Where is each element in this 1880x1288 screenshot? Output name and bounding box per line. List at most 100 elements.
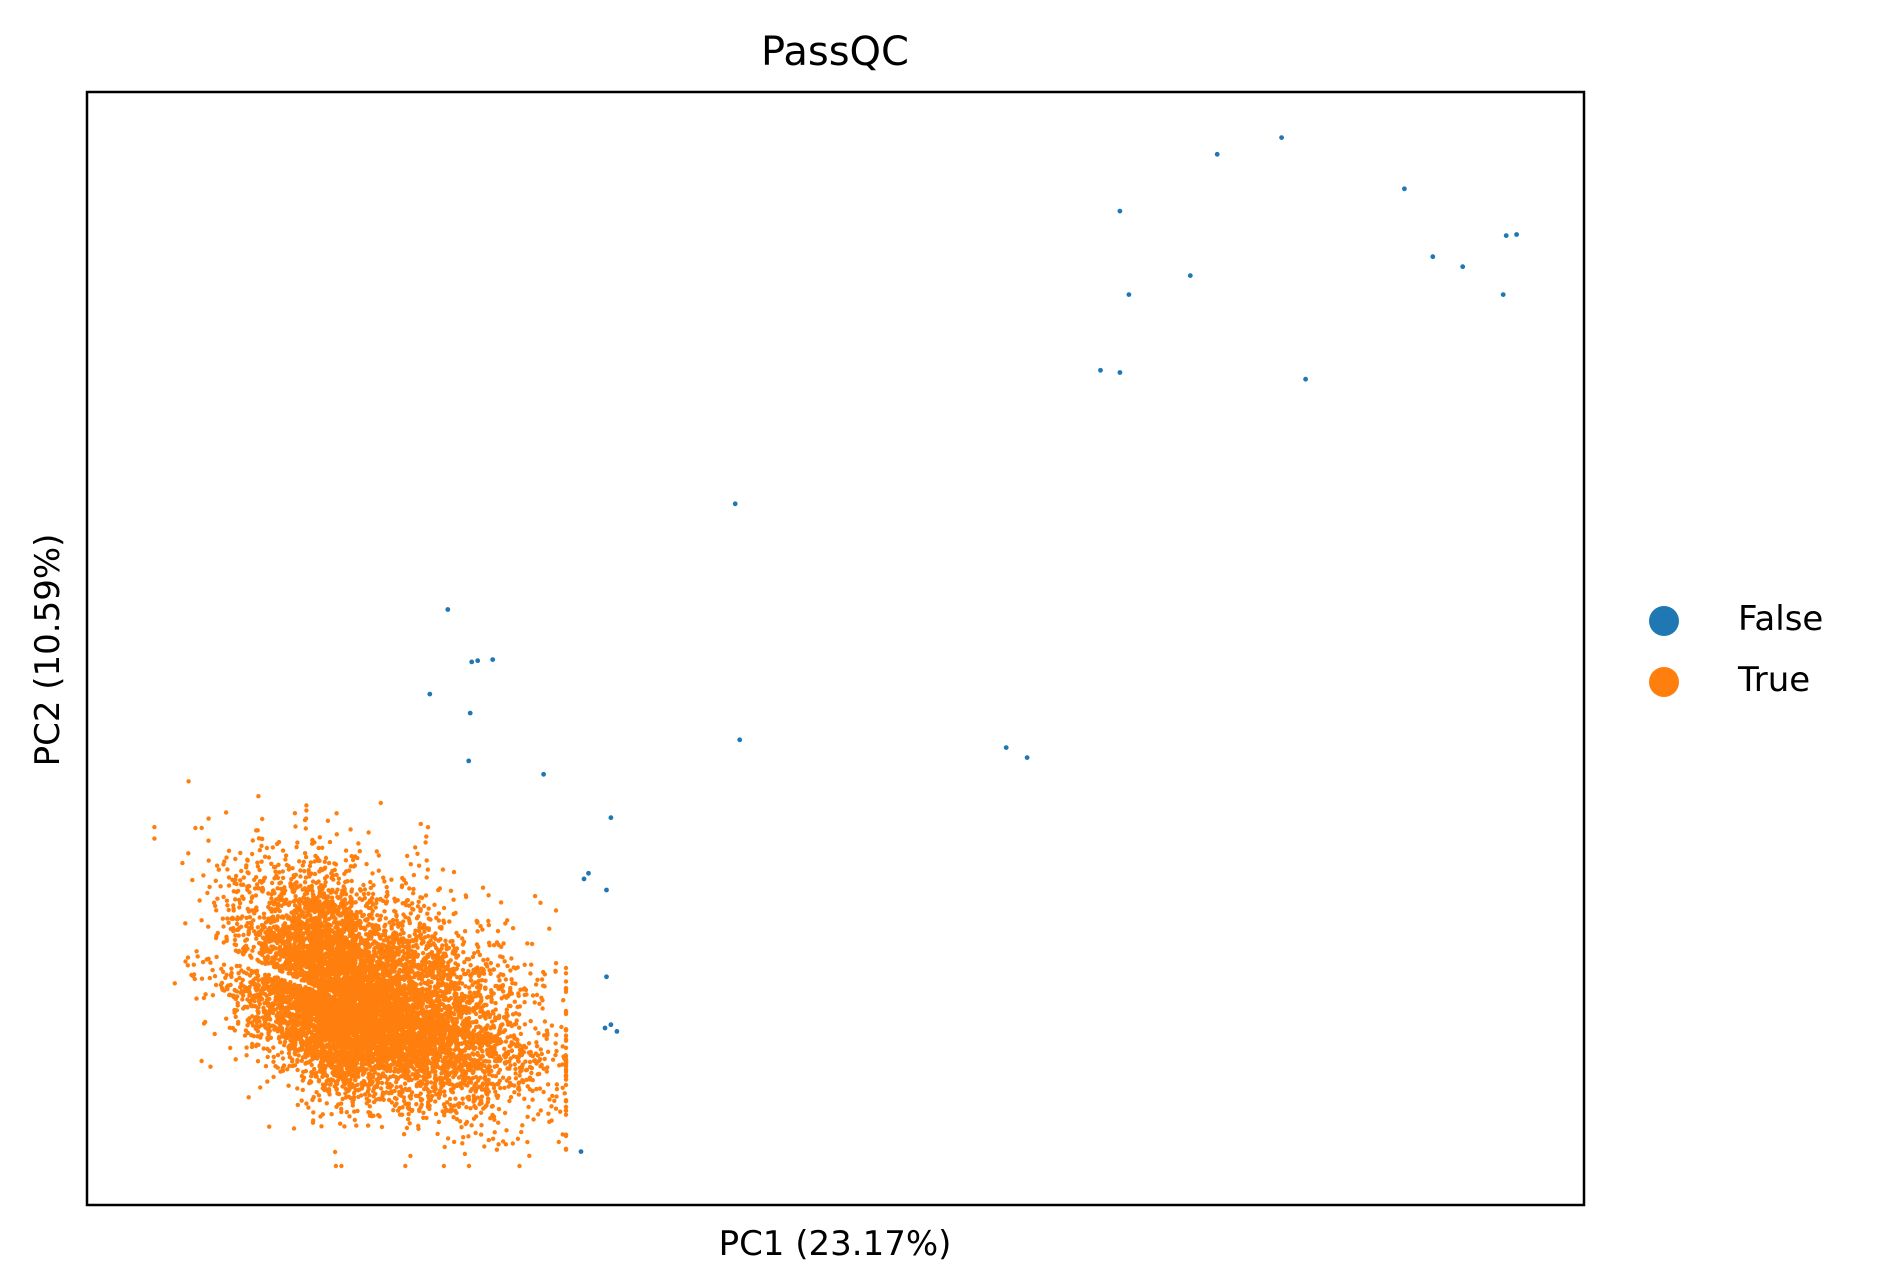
true-point [375, 1081, 380, 1086]
true-point [225, 867, 230, 872]
true-point [207, 884, 212, 890]
true-point [523, 1059, 528, 1064]
true-point [441, 905, 447, 911]
true-point [563, 1146, 569, 1152]
true-point [425, 867, 430, 872]
true-point [411, 891, 416, 896]
true-point [269, 861, 274, 866]
true-point [522, 1000, 527, 1005]
true-point [517, 1163, 522, 1169]
true-point [208, 960, 213, 965]
true-point [451, 897, 456, 902]
true-point [536, 1031, 541, 1036]
true-point [306, 1105, 311, 1110]
true-point [223, 810, 229, 815]
true-point [554, 1086, 560, 1092]
true-point [246, 1095, 251, 1100]
true-point [206, 816, 211, 821]
true-point [512, 1090, 517, 1095]
true-point [528, 1018, 533, 1024]
true-point [528, 971, 533, 976]
true-point [502, 1085, 507, 1091]
true-point [300, 1055, 306, 1060]
true-point [482, 1144, 487, 1149]
true-point [183, 921, 188, 926]
true-point [243, 938, 248, 943]
true-point [389, 926, 394, 931]
true-point [466, 1134, 471, 1139]
true-point [394, 918, 399, 923]
true-point [416, 863, 422, 868]
true-point [447, 1096, 453, 1102]
true-point [516, 993, 521, 998]
true-point [311, 1110, 316, 1115]
true-point [522, 962, 527, 967]
true-point [312, 859, 317, 864]
true-point [535, 977, 540, 982]
true-point [244, 1045, 249, 1050]
true-point [471, 1116, 477, 1121]
true-point [401, 919, 406, 924]
true-point [224, 855, 229, 860]
true-point [221, 940, 226, 945]
true-point [505, 963, 510, 969]
true-point [389, 1089, 394, 1094]
true-point [185, 955, 191, 960]
true-point [508, 1095, 514, 1100]
true-point [365, 1123, 371, 1128]
true-point [478, 1110, 484, 1116]
true-point [334, 1087, 339, 1092]
true-point [261, 911, 267, 916]
true-point [295, 1059, 300, 1064]
true-point [444, 1100, 450, 1105]
true-point [237, 905, 242, 910]
true-point [354, 892, 359, 897]
true-point [255, 925, 261, 930]
true-point [496, 1120, 501, 1125]
true-point [264, 845, 270, 851]
true-point [152, 824, 157, 830]
true-point [473, 1081, 479, 1086]
true-point [265, 1079, 270, 1084]
true-point [267, 901, 272, 906]
true-point [240, 997, 245, 1002]
true-point [339, 1109, 344, 1115]
true-point [317, 835, 322, 840]
true-point [340, 1096, 345, 1102]
true-point [215, 930, 220, 936]
true-point [405, 853, 410, 859]
true-point [358, 909, 363, 914]
true-point [249, 851, 255, 857]
true-point [413, 845, 418, 850]
true-point [452, 1103, 457, 1108]
true-point [503, 1142, 509, 1147]
true-point [344, 1110, 349, 1115]
true-point [406, 1111, 411, 1117]
true-point [454, 930, 459, 936]
true-point [259, 880, 264, 885]
true-point [336, 880, 341, 886]
true-point [256, 794, 261, 799]
true-point [514, 1054, 519, 1060]
true-point [522, 1096, 527, 1102]
true-point [259, 843, 264, 849]
true-point [300, 863, 305, 868]
true-point [513, 1021, 519, 1027]
true-point [185, 963, 190, 968]
true-point [220, 916, 225, 921]
true-point [435, 1131, 440, 1137]
true-point [283, 853, 289, 858]
true-point [303, 854, 309, 860]
true-point [278, 880, 284, 885]
true-point [294, 844, 299, 850]
true-point [265, 1054, 270, 1060]
true-point [517, 1012, 522, 1017]
true-point [275, 1052, 281, 1058]
true-point [236, 933, 241, 938]
true-point [239, 868, 244, 874]
true-point [283, 857, 288, 862]
true-point [180, 860, 185, 866]
true-point [266, 855, 272, 860]
true-point [378, 936, 383, 941]
